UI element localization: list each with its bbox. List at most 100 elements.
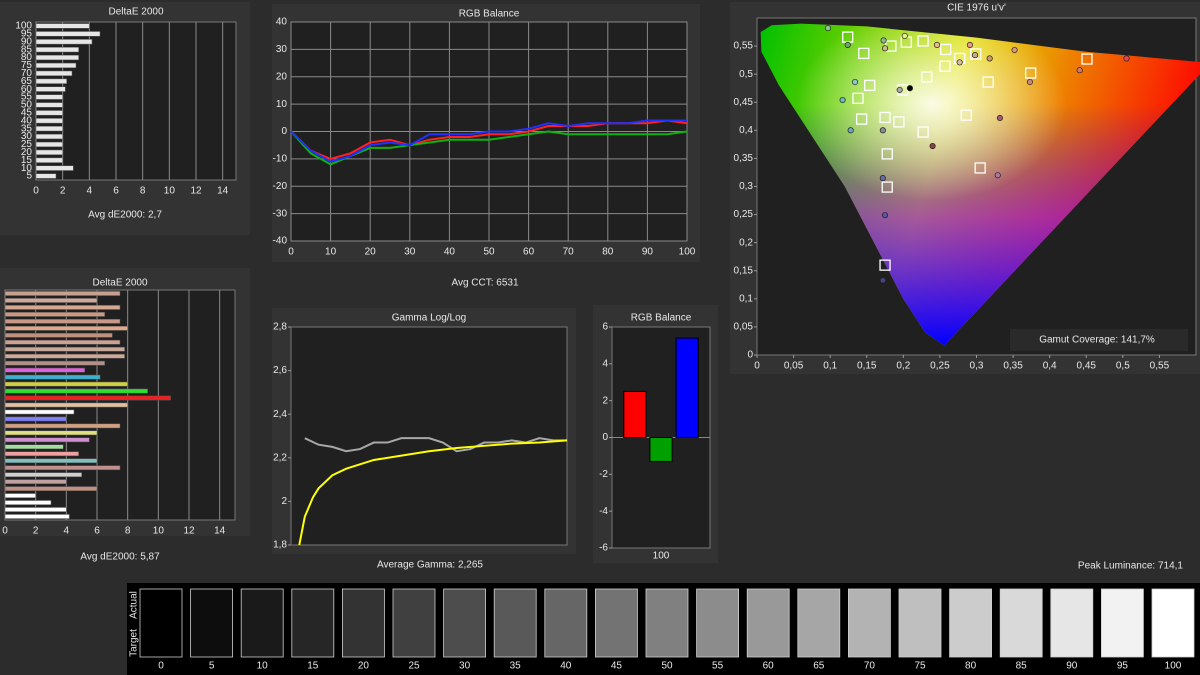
spectral-locus-white [760,23,1200,346]
swatch [544,588,588,658]
measured-point [844,41,851,49]
x-tick-label: 14 [217,186,229,197]
x-tick-label: 80 [602,247,614,258]
bar [35,173,57,179]
measured-point [966,41,973,49]
level-label: 10 [257,661,269,672]
bar [4,437,90,443]
bar [35,70,73,76]
y-tick-label: 2,8 [273,322,287,333]
measured-point [881,212,889,219]
bar [4,444,64,450]
y-tick-label: 0,1 [739,293,753,304]
bar [4,423,121,429]
target-point [893,116,905,128]
bar [35,54,79,61]
y-tick-label: 5 [26,171,32,182]
level-label: 40 [560,661,572,672]
target-point [921,71,933,83]
x-tick-label: 2 [33,526,39,537]
y-tick-label: -30 [273,208,288,219]
swatch [493,588,537,658]
y-tick-label: 2,2 [273,452,287,463]
bar [4,298,98,303]
measured-point [929,143,936,150]
x-tick-label: 0,5 [1116,361,1130,372]
swatch [341,588,385,658]
x-tick-label: 10 [325,247,337,258]
measured-point [851,78,859,86]
peak-luminance: Peak Luminance: 714,1 [1078,561,1184,572]
level-label: 5 [209,661,215,672]
bar [4,409,75,415]
y-tick-label: 20 [276,71,288,82]
swatch [645,588,689,658]
swatch [696,588,739,658]
measured-point [839,96,846,104]
bar [4,458,98,464]
x-tick-label: 0,3 [970,361,984,372]
bar [35,133,63,140]
level-label: 80 [965,661,977,672]
x-tick-label: 0,2 [896,361,910,372]
target-point [855,113,868,125]
level-label: 15 [307,661,319,672]
x-tick-label: 0,15 [857,361,877,372]
chart-title: DeltaE 2000 [108,7,163,18]
x-tick-label: 30 [404,247,416,258]
measured-point [880,37,887,44]
x-tick-label: 0,55 [1150,361,1170,372]
level-label: 55 [712,661,724,672]
swatch [797,588,841,658]
bar [35,94,63,100]
y-tick-label: 20 [21,147,33,158]
measured-point [896,86,903,93]
swatch [139,588,183,658]
bar [4,486,98,491]
bar [4,325,128,331]
measured-point [1011,46,1018,54]
x-tick-label: 10 [153,526,165,537]
swatch [392,588,436,658]
chart-title: RGB Balance [631,313,692,324]
bar [4,312,105,317]
y-tick-label: 30 [276,44,288,55]
bar [4,395,171,401]
measured-point [879,175,886,182]
target-point [864,79,876,92]
target-point [939,60,951,72]
bar [35,141,63,148]
y-tick-label: -6 [599,543,608,554]
x-tick-label: 8 [125,526,131,537]
bar [4,291,121,296]
level-label: 30 [459,661,471,672]
measured-point [824,25,832,32]
chart-caption: Average Gamma: 2,265 [377,560,483,571]
level-label: 25 [408,661,420,672]
bar [4,367,85,373]
level-label: 60 [763,661,775,672]
x-tick-label: 12 [183,526,195,537]
x-tick-label: 10 [164,186,176,197]
target-point [881,148,893,160]
swatch [291,588,335,658]
y-tick-label: 60 [21,84,33,95]
x-tick-label: 12 [190,186,202,197]
y-tick-label: 55 [21,92,33,103]
chart-title: CIE 1976 u'v' [947,3,1006,14]
gamut-coverage: Gamut Coverage: 141,7% [1039,335,1155,346]
y-tick-label: 80 [21,52,33,63]
swatch [595,588,638,658]
bar [4,416,67,422]
target-point [879,111,891,124]
chart-caption: Avg CCT: 6531 [451,278,519,289]
bar [4,430,98,436]
y-tick-label: 0,3 [739,181,753,192]
y-tick-label: 2,6 [273,365,287,376]
y-tick-label: 75 [21,60,33,71]
bar [4,346,125,352]
y-tick-label: 45 [21,107,33,118]
bar [35,110,63,116]
